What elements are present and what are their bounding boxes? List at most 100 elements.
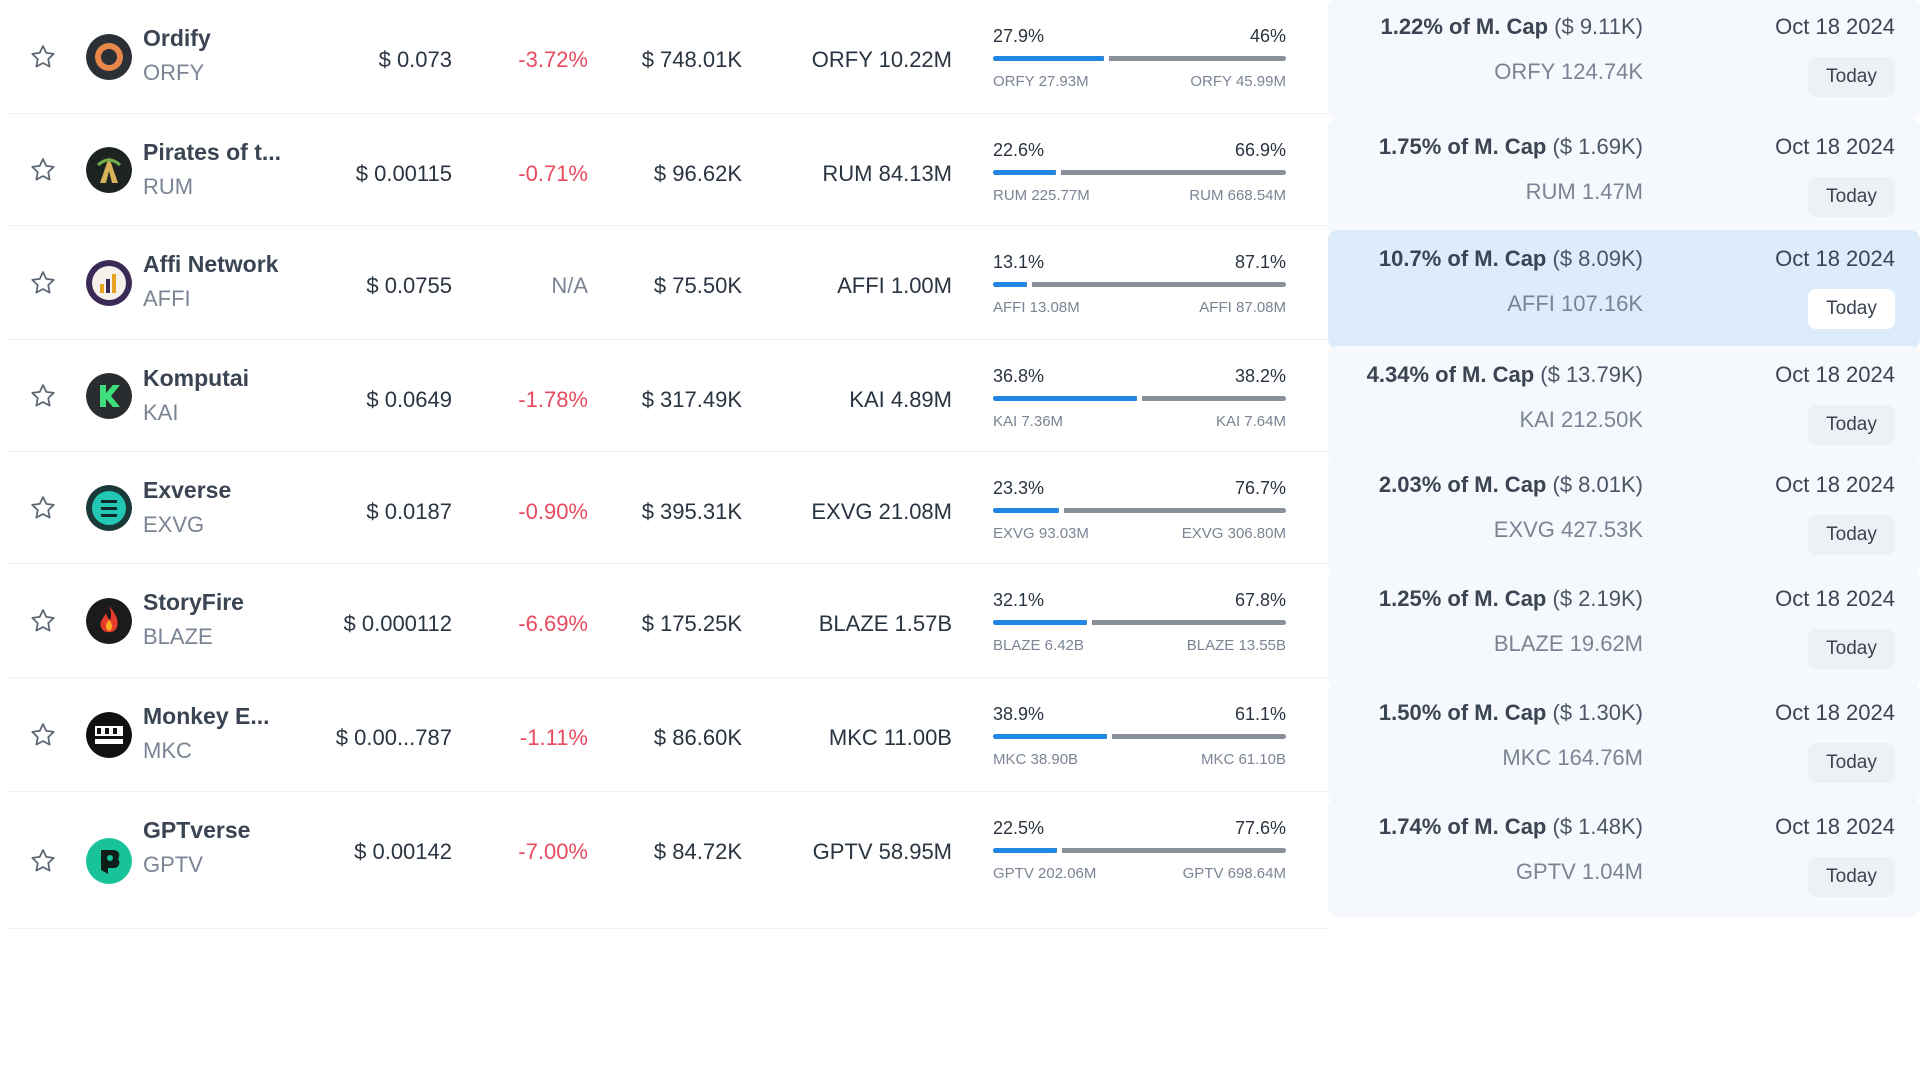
token-name[interactable]: Pirates of t... <box>143 139 282 165</box>
token-row[interactable]: GPTverse GPTV $ 0.00142 -7.00% $ 84.72K … <box>0 792 1920 929</box>
next-unlock-card[interactable]: 1.50% of M. Cap ($ 1.30K) MKC 164.76M Oc… <box>1328 684 1920 803</box>
favorite-star-icon[interactable] <box>28 268 58 298</box>
token-name[interactable]: StoryFire <box>143 589 244 615</box>
token-name[interactable]: Affi Network <box>143 251 279 277</box>
market-cap-share: 1.74% of M. Cap ($ 1.48K) <box>1379 814 1643 840</box>
next-unlock-card[interactable]: 10.7% of M. Cap ($ 8.09K) AFFI 107.16K O… <box>1328 230 1920 349</box>
token-name[interactable]: Ordify <box>143 25 211 51</box>
unlocked-amount: RUM 225.77M <box>993 187 1090 204</box>
token-row[interactable]: StoryFire BLAZE $ 0.000112 -6.69% $ 175.… <box>0 564 1920 689</box>
unlock-progress: 36.8% 38.2% KAI 7.36M KAI 7.64M <box>993 362 1286 456</box>
unlock-date: Oct 18 2024 <box>1775 246 1895 271</box>
next-unlock-amount: MKC 164.76M <box>1502 745 1643 770</box>
unlock-progress: 13.1% 87.1% AFFI 13.08M AFFI 87.08M <box>993 248 1286 342</box>
trading-volume: $ 96.62K <box>653 161 742 186</box>
monkey-empire-logo <box>86 712 132 758</box>
next-unlock-card[interactable]: 2.03% of M. Cap ($ 8.01K) EXVG 427.53K O… <box>1328 456 1920 575</box>
countdown-badge[interactable]: Today <box>1808 743 1895 783</box>
next-unlock-amount: GPTV 1.04M <box>1515 859 1643 884</box>
token-symbol: AFFI <box>143 286 191 311</box>
unlocked-percent: 13.1% <box>993 252 1045 272</box>
unlocked-percent: 22.5% <box>993 818 1045 838</box>
token-symbol: MKC <box>143 738 192 763</box>
unlocked-amount: EXVG 93.03M <box>993 525 1089 542</box>
next-unlock-card[interactable]: 4.34% of M. Cap ($ 13.79K) KAI 212.50K O… <box>1328 346 1920 465</box>
next-unlock-card[interactable]: 1.22% of M. Cap ($ 9.11K) ORFY 124.74K O… <box>1328 0 1920 119</box>
token-price: $ 0.0755 <box>366 273 452 298</box>
unlock-progress: 38.9% 61.1% MKC 38.90B MKC 61.10B <box>993 700 1286 794</box>
countdown-badge[interactable]: Today <box>1808 515 1895 555</box>
circulating-supply: RUM 84.13M <box>822 161 952 186</box>
favorite-star-icon[interactable] <box>28 846 58 876</box>
unlocked-percent: 36.8% <box>993 366 1045 386</box>
locked-amount: BLAZE 13.55B <box>1186 637 1286 654</box>
countdown-badge[interactable]: Today <box>1808 857 1895 897</box>
token-row[interactable]: Komputai KAI $ 0.0649 -1.78% $ 317.49K K… <box>0 340 1920 465</box>
komputai-logo <box>86 373 132 419</box>
trading-volume: $ 395.31K <box>641 499 742 524</box>
token-price: $ 0.00142 <box>354 839 452 864</box>
locked-amount: GPTV 698.64M <box>1182 865 1286 882</box>
market-cap-usd: ($ 1.69K) <box>1552 134 1644 159</box>
next-unlock-amount: RUM 1.47M <box>1525 179 1643 204</box>
token-row[interactable]: Exverse EXVG $ 0.0187 -0.90% $ 395.31K E… <box>0 452 1920 575</box>
unlocked-amount: GPTV 202.06M <box>993 865 1097 882</box>
countdown-badge[interactable]: Today <box>1808 405 1895 445</box>
progress-track <box>993 508 1286 513</box>
market-cap-percent: 1.75% of M. Cap <box>1378 134 1547 159</box>
locked-amount: KAI 7.64M <box>1215 413 1286 430</box>
token-row[interactable]: Ordify ORFY $ 0.073 -3.72% $ 748.01K ORF… <box>0 0 1920 119</box>
token-row[interactable]: Pirates of t... RUM $ 0.00115 -0.71% $ 9… <box>0 114 1920 237</box>
token-symbol: RUM <box>143 174 194 199</box>
next-unlock-card[interactable]: 1.75% of M. Cap ($ 1.69K) RUM 1.47M Oct … <box>1328 118 1920 237</box>
favorite-star-icon[interactable] <box>28 720 58 750</box>
progress-fill <box>993 282 1027 287</box>
market-cap-share: 1.50% of M. Cap ($ 1.30K) <box>1379 700 1643 726</box>
token-name[interactable]: GPTverse <box>143 817 251 843</box>
token-name[interactable]: Monkey E... <box>143 703 270 729</box>
token-row[interactable]: Affi Network AFFI $ 0.0755 N/A $ 75.50K … <box>0 226 1920 349</box>
trading-volume: $ 748.01K <box>641 47 742 72</box>
affi-logo <box>86 260 132 306</box>
token-price: $ 0.0649 <box>366 387 452 412</box>
next-unlock-amount: KAI 212.50K <box>1519 407 1643 432</box>
token-row[interactable]: Monkey E... MKC $ 0.00...787 -1.11% $ 86… <box>0 678 1920 803</box>
countdown-badge[interactable]: Today <box>1808 57 1895 97</box>
unlock-date: Oct 18 2024 <box>1775 14 1895 39</box>
unlocked-amount: ORFY 27.93M <box>993 73 1089 90</box>
favorite-star-icon[interactable] <box>28 493 58 523</box>
gptverse-logo <box>86 837 132 884</box>
price-change: -7.00% <box>518 839 588 864</box>
favorite-star-icon[interactable] <box>28 606 58 636</box>
market-cap-percent: 2.03% of M. Cap <box>1378 472 1547 497</box>
unlocked-amount: MKC 38.90B <box>993 751 1079 768</box>
unlock-date: Oct 18 2024 <box>1775 134 1895 159</box>
market-cap-percent: 1.25% of M. Cap <box>1378 586 1547 611</box>
countdown-badge[interactable]: Today <box>1808 289 1895 329</box>
countdown-badge[interactable]: Today <box>1808 177 1895 217</box>
unlock-progress: 23.3% 76.7% EXVG 93.03M EXVG 306.80M <box>993 474 1286 568</box>
price-change: -1.78% <box>518 387 588 412</box>
market-cap-share: 10.7% of M. Cap ($ 8.09K) <box>1379 246 1643 272</box>
next-unlock-card[interactable]: 1.74% of M. Cap ($ 1.48K) GPTV 1.04M Oct… <box>1328 798 1920 917</box>
token-price: $ 0.00115 <box>355 161 452 186</box>
market-cap-percent: 1.74% of M. Cap <box>1378 814 1547 839</box>
circulating-supply: EXVG 21.08M <box>811 499 952 524</box>
unlock-progress: 27.9% 46% ORFY 27.93M ORFY 45.99M <box>993 22 1286 116</box>
countdown-badge[interactable]: Today <box>1808 629 1895 669</box>
unlocked-amount: AFFI 13.08M <box>993 299 1080 316</box>
trading-volume: $ 75.50K <box>653 273 742 298</box>
market-cap-usd: ($ 9.11K) <box>1554 14 1643 39</box>
progress-fill <box>993 56 1104 61</box>
favorite-star-icon[interactable] <box>28 42 58 72</box>
market-cap-percent: 10.7% of M. Cap <box>1378 246 1547 271</box>
price-change: -0.71% <box>518 161 588 186</box>
token-name[interactable]: Exverse <box>143 477 232 503</box>
next-unlock-card[interactable]: 1.25% of M. Cap ($ 2.19K) BLAZE 19.62M O… <box>1328 570 1920 689</box>
favorite-star-icon[interactable] <box>28 155 58 185</box>
token-price: $ 0.0187 <box>366 499 452 524</box>
token-name[interactable]: Komputai <box>143 365 250 391</box>
favorite-star-icon[interactable] <box>28 381 58 411</box>
market-cap-usd: ($ 8.01K) <box>1552 472 1644 497</box>
